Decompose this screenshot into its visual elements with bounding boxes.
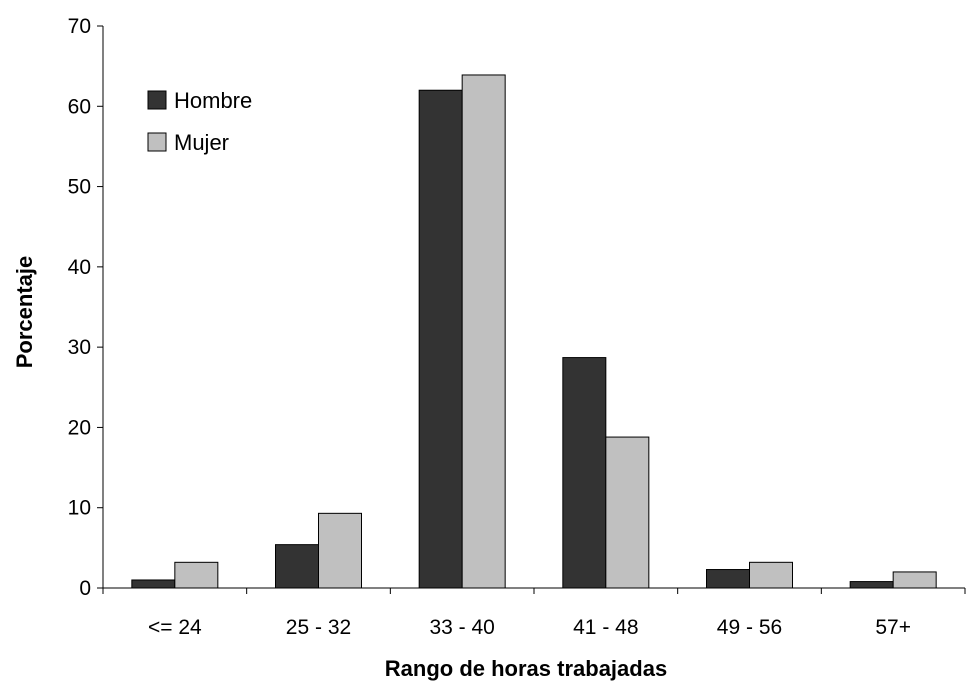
- y-tick-label: 60: [68, 95, 91, 118]
- bars-layer: [132, 75, 936, 588]
- legend: Hombre Mujer: [148, 88, 252, 155]
- x-tick-label: 33 - 40: [429, 616, 494, 639]
- bar-hombre-33-40: [419, 90, 462, 588]
- bar-hombre-41-48: [563, 358, 606, 588]
- x-tick-label: 57+: [875, 616, 911, 639]
- y-tick-label: 50: [68, 176, 91, 199]
- bar-hombre-57: [850, 582, 893, 588]
- x-tick-label: 25 - 32: [286, 616, 351, 639]
- y-tick-label: 0: [79, 577, 91, 600]
- legend-label-hombre: Hombre: [174, 88, 252, 113]
- legend-swatch-hombre: [148, 91, 166, 109]
- legend-swatch-mujer: [148, 133, 166, 151]
- bar-mujer-25-32: [319, 513, 362, 588]
- bar-mujer-49-56: [750, 562, 793, 588]
- y-axis-title: Porcentaje: [12, 256, 37, 369]
- bar-mujer-24: [175, 562, 218, 588]
- x-tick-label: 41 - 48: [573, 616, 638, 639]
- bar-mujer-33-40: [462, 75, 505, 588]
- y-tick-label: 10: [68, 497, 91, 520]
- y-tick-label: 20: [68, 416, 91, 439]
- legend-label-mujer: Mujer: [174, 130, 229, 155]
- bar-mujer-57: [893, 572, 936, 588]
- y-tick-label: 40: [68, 256, 91, 279]
- bar-hombre-25-32: [276, 545, 319, 588]
- x-axis-title: Rango de horas trabajadas: [385, 656, 667, 681]
- bar-hombre-49-56: [707, 570, 750, 588]
- y-tick-label: 70: [68, 15, 91, 38]
- bar-hombre-24: [132, 580, 175, 588]
- x-tick-label: <= 24: [148, 616, 202, 639]
- bar-mujer-41-48: [606, 437, 649, 588]
- y-tick-label: 30: [68, 336, 91, 359]
- x-tick-label: 49 - 56: [717, 616, 782, 639]
